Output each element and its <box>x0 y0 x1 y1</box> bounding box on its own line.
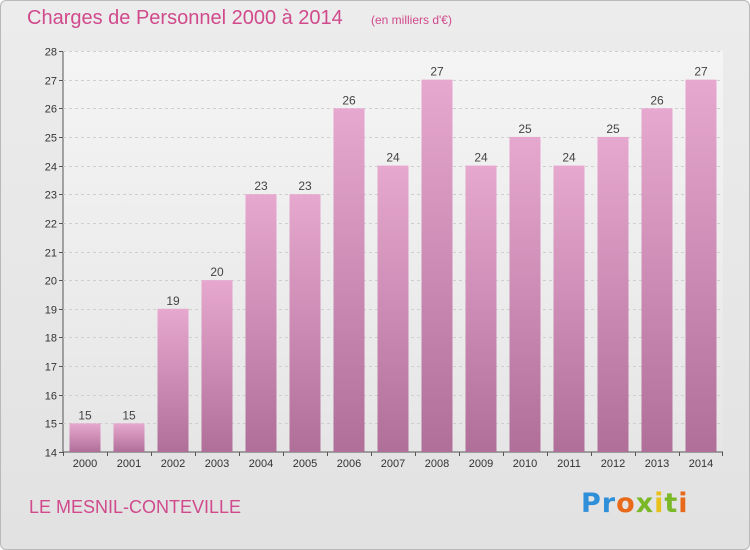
x-tick-label: 2009 <box>469 458 493 470</box>
town-name: LE MESNIL-CONTEVILLE <box>29 497 242 517</box>
data-label-2004: 23 <box>254 179 268 193</box>
data-label-2011: 24 <box>562 151 576 165</box>
bar-2003 <box>201 280 233 452</box>
bar-2007 <box>377 165 409 453</box>
y-tick-label: 23 <box>45 190 57 202</box>
data-label-2000: 15 <box>78 408 92 422</box>
x-tick-label: 2013 <box>645 458 669 470</box>
data-label-2006: 26 <box>342 93 356 107</box>
x-tick-label: 2002 <box>161 458 185 470</box>
x-tick-label: 2014 <box>689 458 713 470</box>
data-label-2010: 25 <box>518 122 532 136</box>
bar-2013 <box>641 108 673 453</box>
chart-title: Charges de Personnel 2000 à 2014 <box>27 7 343 29</box>
x-tick-label: 2008 <box>425 458 449 470</box>
x-tick-label: 2000 <box>73 458 97 470</box>
data-label-2001: 15 <box>122 408 136 422</box>
x-tick-label: 2001 <box>117 458 141 470</box>
x-tick-label: 2012 <box>601 458 625 470</box>
proxiti-logo: Proxiti <box>581 488 689 519</box>
bar-2000 <box>69 423 101 452</box>
bar-2002 <box>157 308 189 452</box>
y-tick-label: 27 <box>45 76 57 88</box>
bar-2009 <box>465 165 497 453</box>
y-tick-label: 20 <box>45 276 57 288</box>
bar-2014 <box>685 79 717 453</box>
y-tick-label: 15 <box>45 419 57 431</box>
bar-2011 <box>553 165 585 453</box>
data-label-2008: 27 <box>430 65 444 79</box>
y-tick-label: 26 <box>45 104 57 116</box>
x-tick-label: 2004 <box>249 458 273 470</box>
bar-2005 <box>289 194 321 452</box>
x-tick-label: 2006 <box>337 458 361 470</box>
data-label-2002: 19 <box>166 294 180 308</box>
x-tick-label: 2011 <box>557 458 581 470</box>
data-label-2012: 25 <box>606 122 620 136</box>
y-tick-label: 18 <box>45 333 57 345</box>
bar-2008 <box>421 79 453 453</box>
y-tick-label: 28 <box>45 47 57 59</box>
y-tick-label: 14 <box>45 448 57 460</box>
bar-2001 <box>113 423 145 452</box>
data-label-2003: 20 <box>210 265 224 279</box>
data-label-2014: 27 <box>694 65 708 79</box>
x-tick-label: 2005 <box>293 458 317 470</box>
y-tick-label: 16 <box>45 391 57 403</box>
y-tick-label: 21 <box>45 248 57 260</box>
data-label-2009: 24 <box>474 151 488 165</box>
data-label-2013: 26 <box>650 93 664 107</box>
y-tick-label: 19 <box>45 305 57 317</box>
x-tick-label: 2003 <box>205 458 229 470</box>
y-tick-label: 24 <box>45 162 57 174</box>
data-label-2005: 23 <box>298 179 312 193</box>
y-tick-label: 25 <box>45 133 57 145</box>
chart-subtitle: (en milliers d'€) <box>371 13 452 27</box>
data-label-2007: 24 <box>386 151 400 165</box>
x-tick-label: 2010 <box>513 458 537 470</box>
x-tick-label: 2007 <box>381 458 405 470</box>
y-tick-label: 22 <box>45 219 57 231</box>
bar-2004 <box>245 194 277 452</box>
bar-2006 <box>333 108 365 453</box>
bar-2010 <box>509 136 541 452</box>
bar-2012 <box>597 136 629 452</box>
y-tick-label: 17 <box>45 362 57 374</box>
